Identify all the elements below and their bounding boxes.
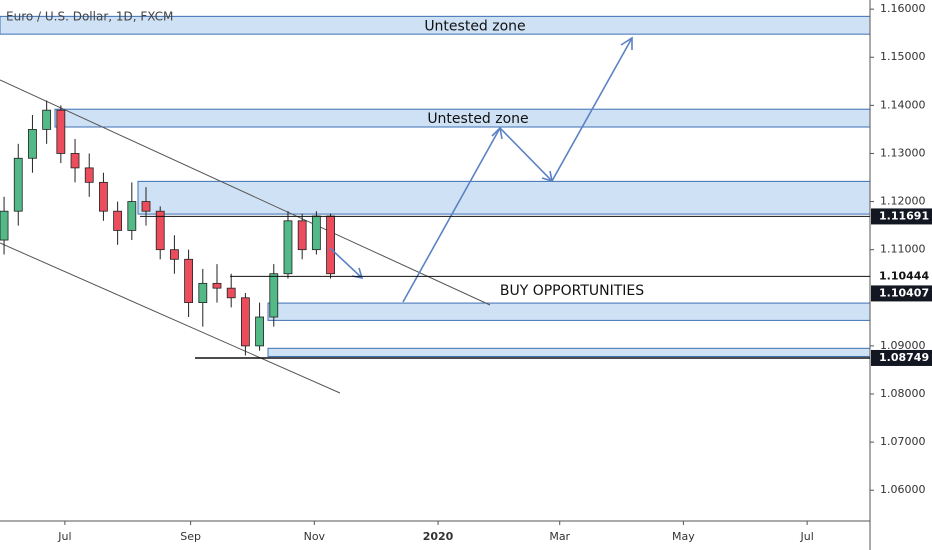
candle-body bbox=[155, 210, 165, 251]
axes: 1.06000 1.07000 1.08000 1.09000 1.11000 1.120… bbox=[57, 2, 925, 543]
candle-body bbox=[141, 201, 151, 212]
x-tick-label: 2020 bbox=[423, 530, 454, 543]
zone bbox=[267, 347, 871, 357]
candle-body bbox=[70, 153, 80, 169]
price-tag bbox=[871, 349, 932, 366]
y-tick-label: 1.15000 bbox=[880, 50, 926, 63]
arrows bbox=[329, 36, 633, 303]
price-tag bbox=[871, 285, 932, 302]
x-tick-label: Jul bbox=[799, 530, 813, 543]
price-tag-label: 1.10407 bbox=[879, 286, 929, 299]
zone bbox=[267, 302, 871, 321]
candle-body bbox=[311, 215, 321, 251]
candle-body bbox=[113, 210, 123, 231]
candles bbox=[0, 100, 335, 356]
candle-body bbox=[240, 297, 250, 347]
candle-body bbox=[42, 109, 52, 130]
candle-body bbox=[84, 167, 94, 183]
y-tick-label: 1.16000 bbox=[880, 2, 926, 15]
chart-title: Euro / U.S. Dollar, 1D, FXCM bbox=[6, 10, 173, 24]
zone-label: Untested zone bbox=[427, 111, 528, 127]
y-tick-label: 1.09000 bbox=[880, 339, 926, 352]
x-tick-label: Jul bbox=[57, 530, 71, 543]
candle-body bbox=[13, 157, 23, 212]
arrow-head bbox=[491, 126, 503, 140]
y-tick-label: 1.06000 bbox=[880, 483, 926, 496]
candle-body bbox=[0, 210, 9, 241]
y-tick-label: 1.12000 bbox=[880, 195, 926, 208]
candle-body bbox=[198, 282, 208, 303]
x-tick-label: Mar bbox=[549, 530, 570, 543]
x-tick-label: Nov bbox=[304, 530, 326, 543]
candle-body bbox=[255, 316, 264, 347]
price-tag bbox=[871, 208, 932, 225]
trendline bbox=[0, 79, 491, 306]
candle-body bbox=[184, 258, 194, 303]
y-tick-label: 1.08000 bbox=[880, 387, 926, 400]
zone-label: Untested zone bbox=[424, 18, 525, 34]
price-tag-label: 1.08749 bbox=[879, 351, 929, 364]
candle-body bbox=[56, 109, 66, 154]
candle-body bbox=[170, 249, 179, 260]
arrow-head bbox=[541, 170, 554, 183]
candle-body bbox=[283, 220, 293, 275]
candle-body bbox=[226, 287, 236, 299]
x-tick-label: Sep bbox=[180, 530, 201, 543]
candle-body bbox=[212, 282, 222, 289]
y-tick-label: 1.07000 bbox=[880, 435, 926, 448]
x-tick-label: May bbox=[672, 530, 695, 543]
candle-body bbox=[28, 129, 37, 159]
price-tag-label: 1.11691 bbox=[879, 209, 929, 222]
arrow-head bbox=[620, 36, 633, 50]
candle-body bbox=[127, 201, 137, 231]
arrow bbox=[402, 37, 633, 303]
zone bbox=[137, 180, 871, 215]
y-tick-label: 1.14000 bbox=[880, 98, 926, 111]
annotation: BUY OPPORTUNITIES bbox=[500, 283, 644, 299]
y-tick-label: 1.11000 bbox=[880, 243, 926, 256]
arrow bbox=[329, 247, 363, 279]
price-tag-label: 1.10444 bbox=[879, 269, 929, 282]
price-labels: 1.11691 1.10444 1.10407 1.08749 bbox=[140, 208, 932, 366]
candle-body bbox=[297, 220, 307, 251]
candle-body bbox=[269, 273, 279, 318]
candle-body bbox=[99, 181, 108, 212]
trendline bbox=[0, 242, 341, 394]
y-tick-label: 1.13000 bbox=[880, 146, 926, 159]
candle-body bbox=[326, 215, 335, 275]
